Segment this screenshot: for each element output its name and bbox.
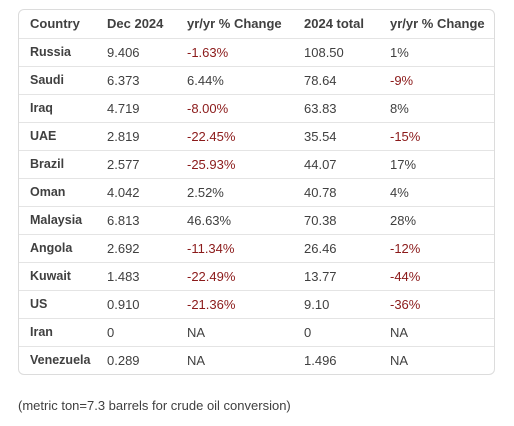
cell-monthly-yoy-change: NA: [176, 345, 293, 374]
cell-annual-yoy-change: NA: [379, 345, 494, 374]
country-data-table: Country Dec 2024 yr/yr % Change 2024 tot…: [19, 10, 494, 374]
cell-monthly-yoy-change: -11.34%: [176, 233, 293, 262]
cell-2024-total: 0: [293, 317, 379, 346]
cell-annual-yoy-change: -44%: [379, 261, 494, 290]
table-row: Brazil 2.577 -25.93% 44.07 17%: [19, 149, 494, 178]
cell-country: Russia: [19, 37, 96, 66]
cell-dec-2024: 0.289: [96, 345, 176, 374]
table-row: Angola 2.692 -11.34% 26.46 -12%: [19, 233, 494, 262]
header-monthly-yoy-change: yr/yr % Change: [187, 16, 282, 32]
cell-monthly-yoy-change: -22.45%: [176, 121, 293, 150]
cell-dec-2024: 6.813: [96, 205, 176, 234]
table-row: Russia 9.406 -1.63% 108.50 1%: [19, 37, 494, 66]
table-body: Russia 9.406 -1.63% 108.50 1% Saudi 6.373 6.44%…: [19, 37, 494, 374]
cell-2024-total: 9.10: [293, 289, 379, 318]
cell-annual-yoy-change: 1%: [379, 37, 494, 66]
cell-dec-2024: 2.692: [96, 233, 176, 262]
table-row: Iran 0 NA 0 NA: [19, 317, 494, 346]
cell-monthly-yoy-change: -21.36%: [176, 289, 293, 318]
cell-country: UAE: [19, 121, 96, 150]
cell-country: Venezuela: [19, 345, 96, 374]
cell-2024-total: 40.78: [293, 177, 379, 206]
cell-2024-total: 108.50: [293, 37, 379, 66]
cell-monthly-yoy-change: 46.63%: [176, 205, 293, 234]
header-2024-total: 2024 total: [304, 16, 364, 32]
cell-2024-total: 78.64: [293, 65, 379, 94]
cell-annual-yoy-change: -9%: [379, 65, 494, 94]
cell-monthly-yoy-change: -22.49%: [176, 261, 293, 290]
table-row: Kuwait 1.483 -22.49% 13.77 -44%: [19, 261, 494, 290]
cell-dec-2024: 6.373: [96, 65, 176, 94]
header-country: Country: [30, 16, 80, 32]
cell-dec-2024: 2.577: [96, 149, 176, 178]
cell-country: Brazil: [19, 149, 96, 178]
cell-annual-yoy-change: -12%: [379, 233, 494, 262]
cell-country: Kuwait: [19, 261, 96, 290]
cell-dec-2024: 0.910: [96, 289, 176, 318]
cell-country: Malaysia: [19, 205, 96, 234]
cell-dec-2024: 9.406: [96, 37, 176, 66]
cell-monthly-yoy-change: -25.93%: [176, 149, 293, 178]
cell-dec-2024: 1.483: [96, 261, 176, 290]
cell-monthly-yoy-change: NA: [176, 317, 293, 346]
cell-monthly-yoy-change: -1.63%: [176, 37, 293, 66]
cell-2024-total: 26.46: [293, 233, 379, 262]
cell-country: Iraq: [19, 93, 96, 122]
footnote: (metric ton=7.3 barrels for crude oil co…: [18, 398, 291, 413]
table-row: Saudi 6.373 6.44% 78.64 -9%: [19, 65, 494, 94]
cell-monthly-yoy-change: -8.00%: [176, 93, 293, 122]
table-row: Venezuela 0.289 NA 1.496 NA: [19, 345, 494, 374]
table-row: Malaysia 6.813 46.63% 70.38 28%: [19, 205, 494, 234]
cell-monthly-yoy-change: 6.44%: [176, 65, 293, 94]
cell-country: Saudi: [19, 65, 96, 94]
cell-dec-2024: 4.042: [96, 177, 176, 206]
cell-annual-yoy-change: 28%: [379, 205, 494, 234]
cell-dec-2024: 2.819: [96, 121, 176, 150]
cell-2024-total: 63.83: [293, 93, 379, 122]
cell-2024-total: 13.77: [293, 261, 379, 290]
table-row: US 0.910 -21.36% 9.10 -36%: [19, 289, 494, 318]
table-row: Iraq 4.719 -8.00% 63.83 8%: [19, 93, 494, 122]
table-row: Oman 4.042 2.52% 40.78 4%: [19, 177, 494, 206]
cell-dec-2024: 0: [96, 317, 176, 346]
cell-annual-yoy-change: -36%: [379, 289, 494, 318]
cell-2024-total: 44.07: [293, 149, 379, 178]
cell-annual-yoy-change: 4%: [379, 177, 494, 206]
cell-2024-total: 35.54: [293, 121, 379, 150]
cell-2024-total: 70.38: [293, 205, 379, 234]
header-dec-2024: Dec 2024: [107, 16, 164, 32]
data-table-card: Country Dec 2024 yr/yr % Change 2024 tot…: [18, 9, 495, 375]
cell-annual-yoy-change: 8%: [379, 93, 494, 122]
header-annual-yoy-change: yr/yr % Change: [390, 16, 485, 32]
cell-2024-total: 1.496: [293, 345, 379, 374]
cell-country: Oman: [19, 177, 96, 206]
cell-country: Iran: [19, 317, 96, 346]
cell-annual-yoy-change: NA: [379, 317, 494, 346]
cell-monthly-yoy-change: 2.52%: [176, 177, 293, 206]
cell-dec-2024: 4.719: [96, 93, 176, 122]
cell-country: Angola: [19, 233, 96, 262]
table-header-row: Country Dec 2024 yr/yr % Change 2024 tot…: [19, 10, 494, 38]
table-row: UAE 2.819 -22.45% 35.54 -15%: [19, 121, 494, 150]
cell-annual-yoy-change: 17%: [379, 149, 494, 178]
cell-country: US: [19, 289, 96, 318]
cell-annual-yoy-change: -15%: [379, 121, 494, 150]
